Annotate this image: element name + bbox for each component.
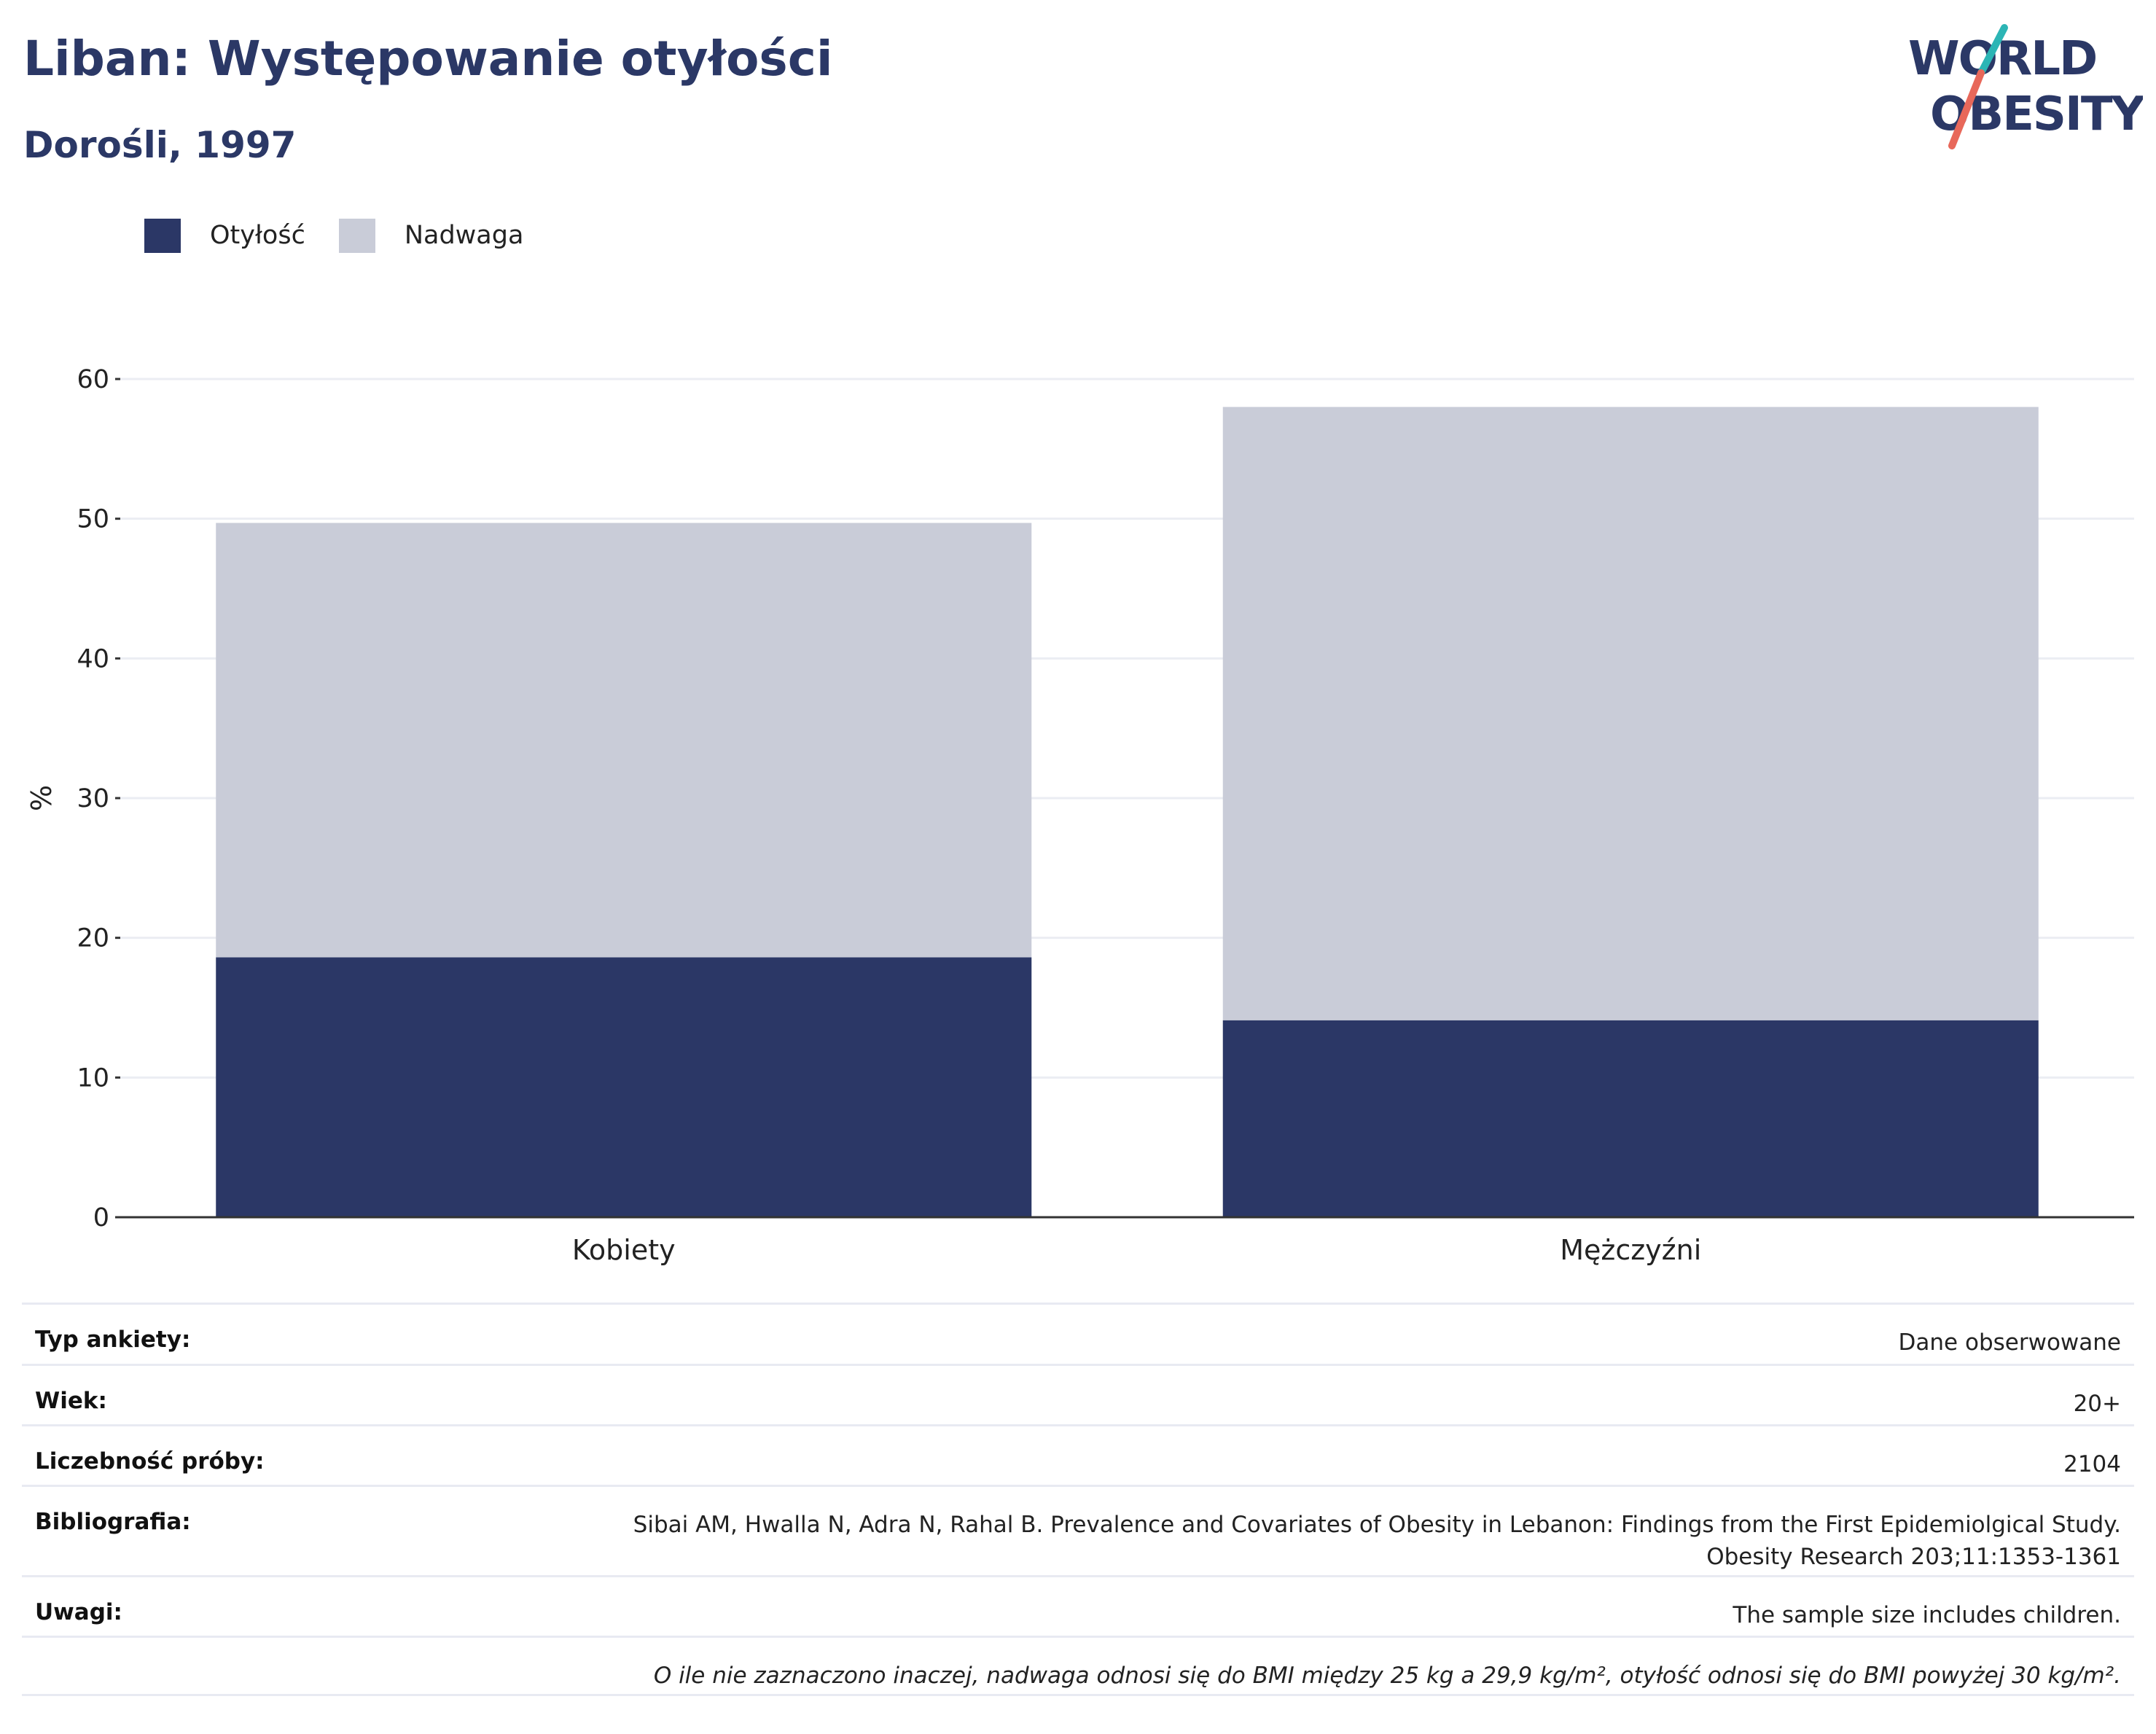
logo-text-world: WORLD [1908,32,2096,86]
chart-legend: Otyłość Nadwaga [144,217,557,254]
notes-value: The sample size includes children. [1733,1602,2121,1628]
bar-overweight [216,523,1032,958]
world-obesity-logo: WORLD OBESITY [1908,24,2143,149]
survey-type-label: Typ ankiety: [35,1327,191,1353]
legend-label-overweight: Nadwaga [404,221,524,250]
y-tick-label: 0 [93,1203,109,1233]
x-tick-label: Kobiety [572,1234,676,1266]
survey-type-value: Dane obserwowane [1898,1329,2121,1356]
legend-swatch-overweight [338,218,375,253]
bar-chart: 0 10 20 30 40 50 60% Kobiety Mężczyźni [26,365,2134,1266]
bar-obesity [1222,1020,2039,1217]
row-notes: Uwagi: The sample size includes children… [22,1575,2134,1636]
row-survey-type: Typ ankiety: Dane obserwowane [22,1303,2134,1364]
bibliography-line-1: Sibai AM, Hwalla N, Adra N, Rahal B. Pre… [633,1512,2121,1538]
legend-item-obesity[interactable]: Otyłość [144,218,305,253]
row-footnote: O ile nie zaznaczono inaczej, nadwaga od… [22,1636,2134,1696]
logo-slash-red [1948,69,1985,149]
footnote-text: O ile nie zaznaczono inaczej, nadwaga od… [653,1663,2121,1689]
y-tick-label: 20 [77,924,109,953]
info-table: Typ ankiety: Dane obserwowane Wiek: 20+ … [22,1303,2134,1696]
bibliography-label: Bibliografia: [35,1509,191,1535]
bar-overweight [1222,407,2039,1020]
age-label: Wiek: [35,1388,107,1414]
row-age: Wiek: 20+ [22,1364,2134,1424]
page-subtitle: Dorośli, 1997 [23,124,297,166]
y-axis-label: % [26,785,58,811]
sample-size-value: 2104 [2063,1451,2121,1477]
bibliography-line-2: Obesity Research 203;11:1353-1361 [1706,1544,2121,1570]
row-bibliography: Bibliografia: Sibai AM, Hwalla N, Adra N… [22,1485,2134,1575]
age-value: 20+ [2073,1391,2121,1417]
y-tick-label: 30 [77,784,109,813]
legend-label-obesity: Otyłość [210,221,305,250]
page-title: Liban: Występowanie otyłości [23,31,833,87]
sample-size-label: Liczebność próby: [35,1448,265,1475]
legend-item-overweight[interactable]: Nadwaga [338,218,524,253]
notes-label: Uwagi: [35,1599,122,1625]
y-tick-label: 40 [77,644,109,673]
y-tick-label: 60 [77,365,109,394]
legend-swatch-obesity [144,218,181,253]
row-sample-size: Liczebność próby: 2104 [22,1424,2134,1485]
bibliography-value: Sibai AM, Hwalla N, Adra N, Rahal B. Pre… [633,1509,2121,1573]
bar-obesity [216,957,1032,1217]
y-tick-label: 50 [77,505,109,534]
y-tick-label: 10 [77,1063,109,1093]
x-tick-label: Mężczyźni [1560,1234,1701,1266]
logo-slash-teal [1977,24,2008,77]
